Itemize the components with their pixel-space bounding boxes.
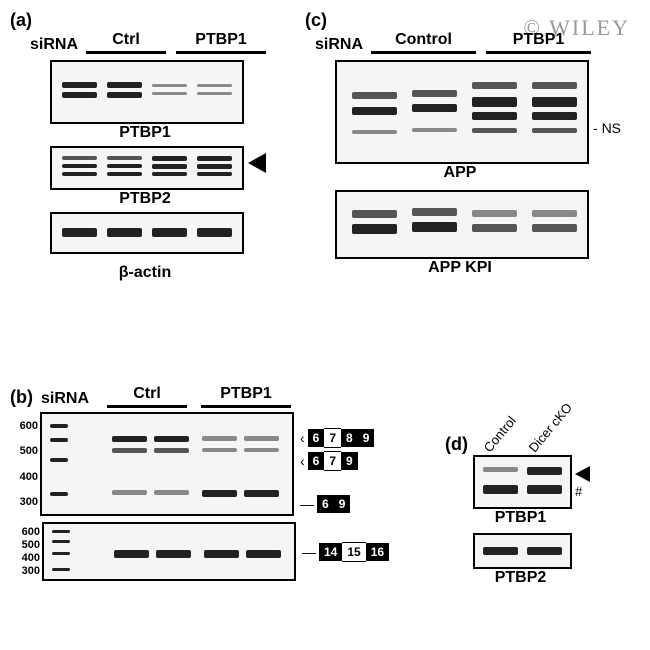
ptbp2-label: PTBP2 — [50, 190, 240, 208]
bar — [107, 405, 187, 408]
panel-a-label: (a) — [10, 10, 280, 31]
gel-top — [40, 412, 294, 516]
blot-app — [335, 60, 589, 164]
ptbp2-d-label: PTBP2 — [473, 569, 568, 587]
bar — [486, 51, 591, 54]
app-label: APP — [335, 164, 585, 182]
marker: 500 — [10, 445, 38, 457]
ptbp1-d-label: PTBP1 — [473, 509, 568, 527]
hash-label: # — [575, 484, 590, 499]
cond-dicer-d: Dicer cKO — [525, 400, 575, 455]
exon-row: 6 7 9 — [308, 451, 358, 471]
blot-ptbp2-d — [473, 533, 572, 569]
bar — [201, 405, 291, 408]
marker: 400 — [10, 471, 38, 483]
panel-d: (d) Control Dicer cKO # PTBP1 PTBP2 — [445, 400, 645, 587]
bar — [176, 51, 266, 54]
arrowhead-icon — [575, 466, 590, 482]
cond-ptbp1-a: PTBP1 — [176, 31, 266, 49]
marker: 600 — [10, 420, 38, 432]
marker: 500 — [12, 539, 40, 551]
exon-row: 6 9 — [317, 495, 350, 513]
marker: 600 — [12, 526, 40, 538]
bactin-label: β-actin — [50, 264, 240, 282]
blot-ptbp2 — [50, 146, 244, 190]
panel-a: (a) siRNA Ctrl PTBP1 PTBP1 — [10, 10, 280, 282]
gel-bottom — [42, 522, 296, 581]
sirna-label-b: siRNA — [41, 390, 89, 408]
cond-ptbp1-c: PTBP1 — [486, 31, 591, 49]
marker: 400 — [12, 552, 40, 564]
ns-label: NS — [602, 120, 621, 136]
blot-bactin — [50, 212, 244, 254]
cond-ptbp1-b: PTBP1 — [201, 385, 291, 403]
bar — [371, 51, 476, 54]
ptbp1-label: PTBP1 — [50, 124, 240, 142]
sirna-label-a: siRNA — [30, 36, 78, 54]
cond-ctrl-b: Ctrl — [107, 385, 187, 403]
bar — [86, 51, 166, 54]
blot-ptbp1 — [50, 60, 244, 124]
exon-row: 6 7 8 9 — [308, 428, 375, 448]
cond-control-d: Control — [480, 413, 518, 455]
panel-d-label: (d) — [445, 434, 468, 455]
panel-b: (b) siRNA Ctrl PTBP1 600 500 400 300 — [10, 385, 430, 581]
panel-c-label: (c) — [305, 10, 645, 31]
appkpi-label: APP KPI — [335, 259, 585, 277]
panel-c: (c) siRNA Control PTBP1 — [305, 10, 645, 277]
exon-row: 14 15 16 — [319, 542, 389, 562]
cond-control-c: Control — [371, 31, 476, 49]
blot-ptbp1-d — [473, 455, 572, 509]
arrowhead-icon — [248, 153, 266, 173]
marker: 300 — [10, 496, 38, 508]
blot-appkpi — [335, 190, 589, 259]
cond-ctrl-a: Ctrl — [86, 31, 166, 49]
marker: 300 — [12, 565, 40, 577]
panel-b-label: (b) — [10, 387, 33, 408]
sirna-label-c: siRNA — [315, 36, 363, 54]
